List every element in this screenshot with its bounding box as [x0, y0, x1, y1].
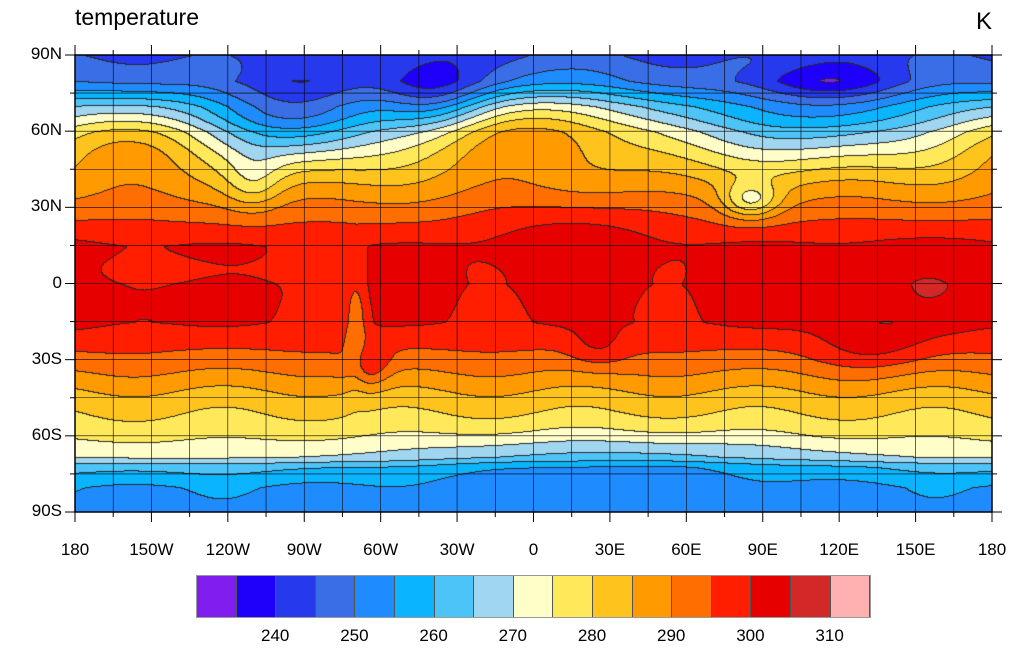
lon-tick-label: 120E [819, 540, 859, 559]
colorbar-box [830, 576, 871, 617]
colorbar-label: 260 [419, 626, 448, 645]
colorbar-box [632, 576, 673, 617]
colorbar-label: 290 [657, 626, 686, 645]
colorbar-label: 310 [815, 626, 844, 645]
lon-tick-label: 30E [594, 540, 626, 559]
lon-tick-label: 180 [60, 540, 90, 559]
plot-title: temperature [75, 4, 200, 30]
colorbar-box [672, 576, 712, 617]
lon-tick-label: 30W [439, 540, 475, 559]
colorbar-box [276, 576, 316, 617]
colorbar-box [394, 576, 435, 617]
units-label: K [975, 8, 992, 35]
lat-tick-label: 30N [30, 196, 62, 216]
colorbar-box [592, 576, 633, 617]
lon-tick-label: 60W [363, 540, 399, 559]
lat-tick-label: 90N [30, 44, 62, 63]
colorbar [196, 575, 872, 618]
colorbar-box [474, 576, 514, 617]
colorbar-box [513, 576, 554, 617]
lat-tick-label: 0 [52, 272, 62, 292]
colorbar-box [236, 576, 277, 617]
colorbar-label: 300 [736, 626, 765, 645]
colorbar-box [790, 576, 831, 617]
colorbar-box [751, 576, 791, 617]
colorbar-box [355, 576, 395, 617]
lon-tick-label: 60E [671, 540, 702, 559]
lat-tick-label: 30S [31, 348, 62, 368]
colorbar-label: 270 [498, 626, 527, 645]
lon-tick-label: 90W [286, 540, 322, 559]
lon-tick-label: 0 [528, 540, 539, 559]
colorbar-box [197, 576, 237, 617]
lat-tick-label: 90S [31, 501, 62, 520]
colorbar-box [553, 576, 593, 617]
colorbar-label: 280 [577, 626, 607, 645]
lon-tick-label: 90E [747, 540, 778, 559]
lon-tick-label: 180 [977, 540, 1007, 559]
colorbar-box [711, 576, 752, 617]
lon-tick-label: 120W [205, 540, 251, 559]
colorbar-box [434, 576, 475, 617]
plot-border [74, 54, 993, 513]
colorbar-box [315, 576, 356, 617]
lon-tick-label: 150W [129, 540, 174, 559]
lon-tick-label: 150E [895, 540, 936, 559]
lat-tick-label: 60S [31, 424, 62, 444]
colorbar-label: 250 [340, 626, 369, 645]
colorbar-label: 240 [261, 626, 290, 645]
lat-tick-label: 60N [30, 120, 62, 140]
